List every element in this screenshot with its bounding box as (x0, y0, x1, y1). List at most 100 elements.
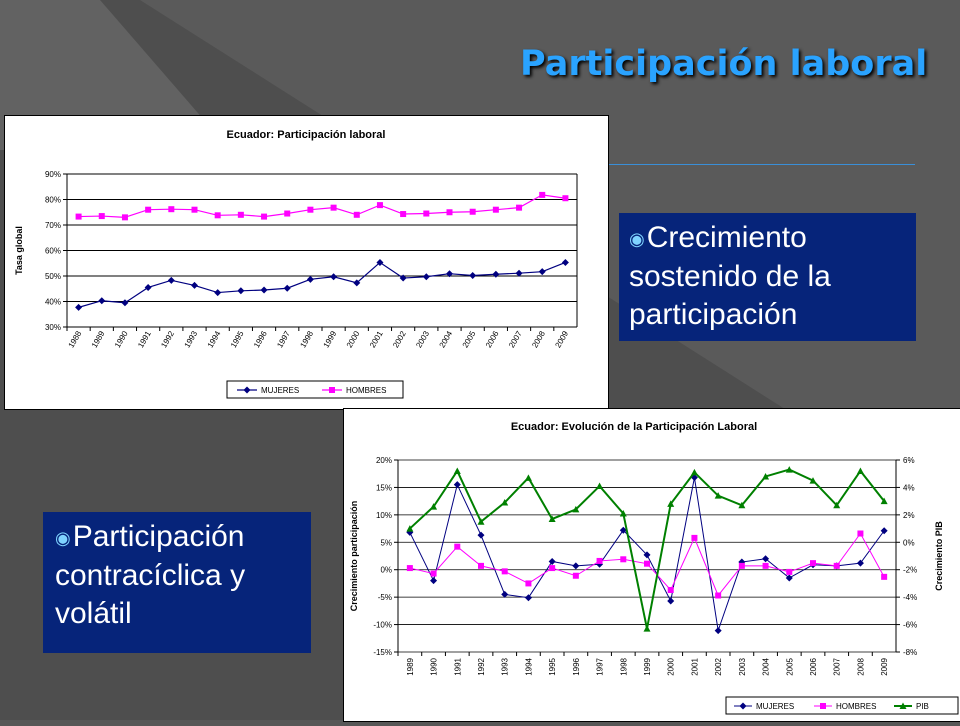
chart1-xtick-label: 1991 (136, 329, 153, 349)
chart1-point-hombres (516, 204, 523, 211)
chart1-point-hombres (237, 211, 244, 218)
chart2-svg: Ecuador: Evolución de la Participación L… (349, 421, 959, 715)
chart2-point-pib (477, 518, 485, 525)
chart2-point-mujeres (762, 555, 770, 563)
chart2-point-hombres (762, 562, 769, 569)
chart1-point-mujeres (561, 258, 569, 266)
chart2-point-hombres (715, 592, 722, 599)
chart2-point-hombres (620, 556, 627, 563)
chart1-xtick-label: 1995 (229, 329, 246, 349)
chart2-ytick2-label: 6% (903, 456, 915, 465)
chart1-title: Ecuador: Participación laboral (227, 129, 386, 141)
chart2-ytick-label: 20% (376, 456, 392, 465)
chart1-xtick-label: 1990 (113, 329, 130, 349)
chart2-point-hombres (406, 565, 413, 572)
chart1-point-hombres (330, 204, 337, 211)
chart1-point-mujeres (376, 258, 384, 266)
chart2-ytick-label: 15% (376, 483, 392, 492)
chart1-point-mujeres (214, 289, 222, 297)
chart1-point-hombres (376, 202, 383, 209)
chart1-ylabel: Tasa global (14, 226, 24, 275)
callout-contraciclica: ◉Participación contracíclica y volátil (43, 512, 311, 653)
chart1-series-line-hombres (78, 194, 566, 218)
chart2-ylabel2: Crecimiento PIB (934, 521, 944, 591)
chart1-point-hombres (98, 213, 105, 220)
chart2-point-mujeres (572, 562, 580, 570)
chart2-ytick-label: 0% (380, 566, 392, 575)
chart2-xtick-label: 2002 (714, 657, 723, 675)
chart1-ytick-label: 40% (45, 298, 61, 307)
chart2-point-hombres (501, 568, 508, 575)
chart1-point-mujeres (283, 284, 291, 292)
chart2-point-mujeres (524, 594, 532, 602)
chart1-ytick-label: 30% (45, 323, 61, 332)
chart2-ytick2-label: 0% (903, 538, 915, 547)
chart2-point-mujeres (430, 577, 438, 585)
chart2-xtick-label: 1995 (548, 657, 557, 675)
chart2-ytick2-label: 4% (903, 483, 915, 492)
chart1-point-hombres (214, 212, 221, 219)
chart2-ytick-label: 10% (376, 511, 392, 520)
chart2-ytick2-label: -6% (903, 621, 917, 630)
chart2-point-hombres (691, 534, 698, 541)
chart1-point-hombres (75, 213, 82, 220)
chart2-ytick-label: -10% (373, 621, 392, 630)
chart2-title: Ecuador: Evolución de la Participación L… (511, 421, 757, 433)
chart2-point-mujeres (619, 526, 627, 534)
chart2-point-pib (690, 468, 698, 476)
chart2-xtick-label: 1998 (619, 657, 628, 675)
chart2-legend-label: HOMBRES (836, 702, 876, 711)
title-underline (605, 164, 915, 165)
chart2-point-pib (738, 501, 746, 509)
chart2-xtick-label: 1997 (596, 657, 605, 675)
chart1-xtick-label: 2004 (438, 329, 455, 349)
chart1-point-hombres (562, 195, 569, 202)
chart2-point-mujeres (785, 574, 793, 582)
chart1-xtick-label: 2006 (484, 329, 501, 349)
chart1-xtick-label: 1993 (183, 329, 200, 349)
chart2-point-hombres (881, 573, 888, 580)
bullet-icon: ◉ (55, 528, 71, 549)
chart2-point-mujeres (453, 481, 461, 489)
chart1-xtick-label: 1994 (206, 329, 223, 349)
chart1-xtick-label: 1998 (298, 329, 315, 349)
chart2-point-pib (856, 467, 864, 474)
chart1-point-hombres (261, 213, 268, 220)
chart2-point-mujeres (643, 551, 651, 559)
chart1-xtick-label: 2009 (553, 329, 570, 349)
chart2-xtick-label: 1999 (643, 657, 652, 675)
chart2-xtick-label: 2001 (690, 657, 699, 675)
chart1-svg: Ecuador: Participación laboral 30% 40% 50% 6… (14, 129, 578, 399)
chart2-point-pib (524, 474, 532, 481)
bullet1-text: Crecimiento sostenido de la participació… (629, 221, 831, 332)
chart2-ytick2-label: -4% (903, 593, 917, 602)
chart2-xtick-label: 1994 (524, 657, 533, 675)
chart2-point-pib (501, 499, 509, 506)
chart1-point-hombres (469, 208, 476, 215)
chart2-point-hombres (786, 568, 793, 575)
chart2-legend-marker (899, 702, 907, 709)
chart1-point-mujeres (98, 297, 106, 305)
chart2-point-mujeres (856, 559, 864, 567)
chart1-xtick-label: 2002 (391, 329, 408, 349)
chart2-ytick2-label: 2% (903, 511, 915, 520)
chart2-point-hombres (833, 562, 840, 569)
chart2-point-hombres (572, 572, 579, 579)
chart1-point-hombres (284, 210, 291, 217)
chart1-point-hombres (400, 211, 407, 218)
chart2-point-pib (714, 492, 722, 499)
chart2-point-pib (809, 477, 817, 484)
chart2-legend (725, 696, 959, 715)
chart1-point-mujeres (538, 268, 546, 276)
chart2-point-pib (596, 482, 604, 490)
chart2-xtick-label: 2005 (785, 657, 794, 675)
chart2-point-hombres (478, 562, 484, 569)
chart1-point-hombres (539, 191, 546, 198)
bullet2-text: Participación contracíclica y volátil (55, 520, 246, 631)
chart2-legend-label: MUJERES (756, 702, 794, 711)
chart2-ytick-label: 5% (380, 538, 392, 547)
chart1-point-hombres (145, 206, 152, 213)
chart1-point-mujeres (167, 276, 175, 284)
chart2-point-pib (430, 503, 438, 510)
chart2-xtick-label: 1989 (406, 657, 415, 675)
